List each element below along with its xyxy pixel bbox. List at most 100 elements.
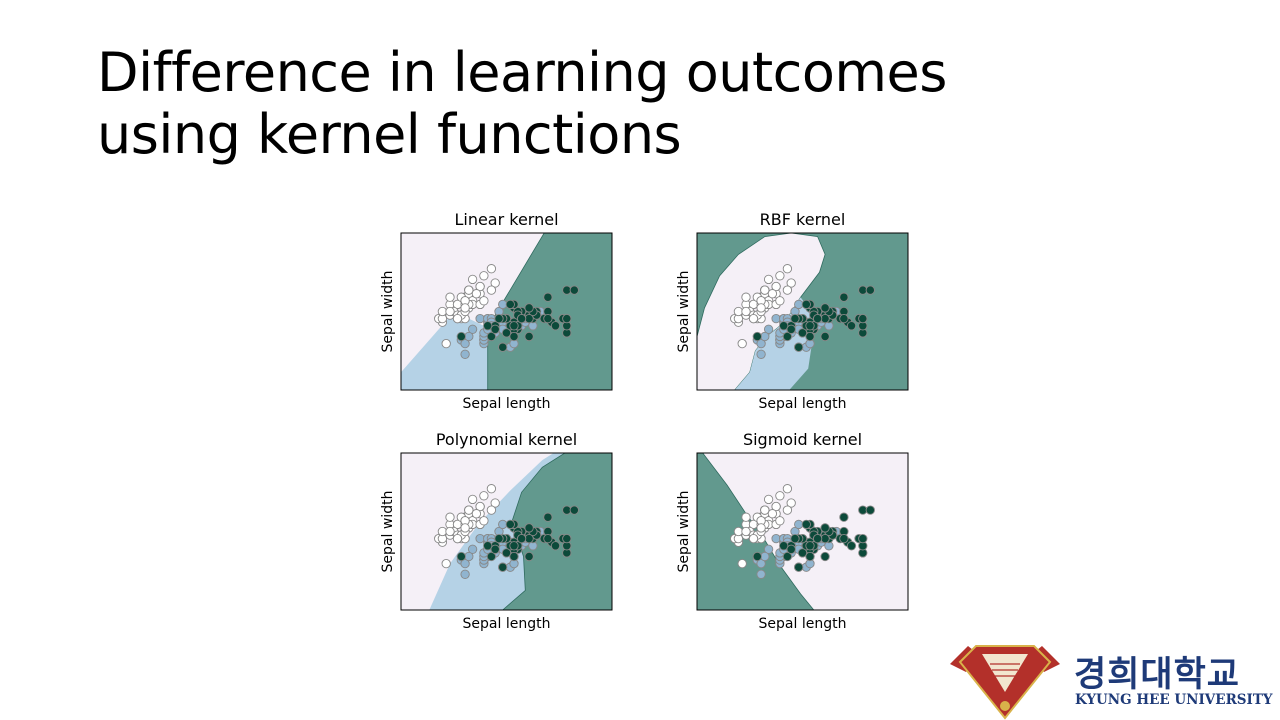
data-point-class1	[763, 324, 774, 334]
data-point-class1	[756, 558, 766, 569]
data-point-class1	[460, 338, 470, 349]
data-point-class2	[790, 313, 800, 324]
chart-panel: RBF kernel Sepal length Sepal width	[676, 210, 909, 412]
data-point-class2	[805, 541, 815, 551]
data-point-class1	[475, 313, 485, 324]
data-point-class0	[771, 501, 781, 512]
chart-title: RBF kernel	[760, 210, 846, 229]
x-axis-label: Sepal length	[759, 616, 847, 632]
data-point-class0	[741, 292, 751, 302]
data-point-class2	[786, 324, 796, 334]
data-point-class2	[524, 331, 534, 342]
data-point-class2	[490, 324, 500, 334]
data-point-class2	[516, 533, 527, 544]
slide-title-line-1: Difference in learning outcomes	[97, 41, 947, 104]
data-point-class0	[767, 509, 778, 519]
data-point-class1	[498, 299, 508, 310]
data-point-class2	[501, 548, 512, 558]
data-point-class2	[569, 285, 579, 295]
data-point-class2	[839, 512, 849, 522]
data-point-class0	[748, 533, 759, 544]
data-point-class2	[752, 551, 762, 562]
data-point-class0	[464, 505, 474, 515]
data-point-class2	[562, 313, 572, 324]
data-point-class2	[456, 551, 466, 562]
data-point-class0	[733, 526, 744, 537]
data-point-class2	[858, 313, 868, 324]
data-point-class2	[543, 292, 553, 302]
plot-frame	[400, 452, 613, 611]
y-axis-label: Sepal width	[676, 271, 692, 353]
data-point-class0	[445, 512, 455, 522]
data-point-class1	[460, 558, 470, 569]
data-point-class2	[801, 519, 811, 530]
data-point-class0	[741, 512, 751, 522]
chart-title: Polynomial kernel	[436, 430, 577, 449]
data-point-class2	[543, 533, 553, 544]
data-point-class1	[771, 533, 781, 544]
data-point-class0	[479, 516, 489, 526]
data-point-class0	[782, 505, 793, 515]
data-point-class2	[797, 328, 808, 338]
chart-title: Sigmoid kernel	[743, 430, 862, 449]
y-axis-label: Sepal width	[380, 491, 396, 573]
data-point-class1	[460, 569, 470, 579]
data-point-class1	[794, 299, 804, 310]
data-point-class0	[786, 278, 796, 288]
data-point-class2	[846, 541, 857, 551]
data-point-class1	[756, 338, 766, 349]
data-point-class0	[771, 281, 781, 292]
data-point-class2	[794, 342, 804, 352]
data-point-class0	[460, 523, 470, 533]
slide-title: Difference in learning outcomes using ke…	[97, 42, 947, 166]
data-point-class0	[452, 533, 463, 544]
data-point-class0	[741, 526, 751, 537]
university-logo: 경희대학교 KYUNG HEE UNIVERSITY	[946, 640, 1273, 720]
chart-panel: Polynomial kernel Sepal length Sepal width	[380, 430, 613, 632]
data-point-class0	[767, 289, 778, 299]
data-point-class0	[475, 501, 485, 512]
data-point-class2	[456, 331, 466, 342]
plot-frame	[400, 232, 613, 391]
data-point-class2	[509, 541, 519, 551]
data-point-class1	[467, 324, 478, 334]
data-point-class2	[501, 328, 512, 338]
data-point-class0	[452, 313, 463, 324]
data-point-class2	[846, 321, 857, 331]
data-point-class1	[475, 533, 485, 544]
x-axis-label: Sepal length	[759, 396, 847, 412]
data-point-class0	[760, 285, 770, 295]
data-point-class2	[782, 331, 793, 342]
data-point-class0	[741, 306, 751, 317]
data-point-class0	[763, 494, 774, 505]
data-point-class2	[797, 548, 808, 558]
data-point-class0	[479, 296, 489, 306]
data-point-class2	[486, 551, 497, 562]
data-point-class2	[543, 512, 553, 522]
data-point-class0	[445, 292, 455, 302]
data-point-class0	[471, 509, 482, 519]
data-point-class1	[763, 544, 774, 554]
data-point-class0	[760, 505, 770, 515]
data-point-class2	[494, 533, 504, 544]
data-point-class0	[441, 338, 451, 349]
data-point-class0	[467, 274, 478, 285]
data-point-class1	[756, 349, 766, 359]
data-point-class2	[550, 321, 561, 331]
data-point-class0	[437, 306, 448, 317]
data-point-class2	[820, 551, 830, 562]
data-point-class0	[460, 303, 470, 313]
data-point-class2	[786, 544, 796, 554]
data-point-class2	[483, 541, 493, 551]
data-point-class2	[820, 523, 830, 533]
chart-panel: Sigmoid kernel Sepal length Sepal width	[676, 430, 909, 632]
data-point-class0	[737, 558, 747, 569]
data-point-class0	[763, 274, 774, 285]
x-axis-label: Sepal length	[463, 396, 551, 412]
x-axis-label: Sepal length	[463, 616, 551, 632]
data-point-class2	[790, 533, 800, 544]
data-point-class2	[524, 551, 534, 562]
data-point-class2	[820, 303, 830, 313]
kernel-comparison-figure: Linear kernel Sepal length Sepal width RBF …	[370, 200, 930, 644]
data-point-class0	[756, 523, 766, 533]
